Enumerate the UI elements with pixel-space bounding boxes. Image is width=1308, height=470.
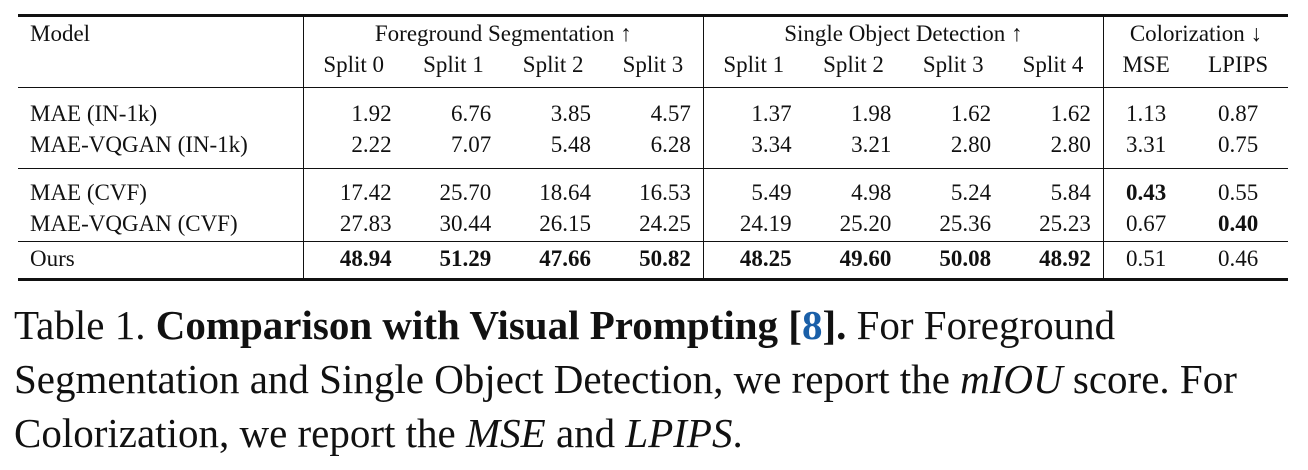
cell: 25.36 (939, 210, 992, 236)
cell: 3.21 (851, 131, 892, 157)
cell-best: 51.29 (439, 245, 492, 271)
cell-best: 50.82 (639, 245, 691, 271)
row-model: MAE (CVF) (30, 179, 147, 205)
cell: 25.70 (439, 179, 492, 205)
cell: 1.13 (1102, 87, 1189, 129)
header-row-subcolumns: Split 0 Split 1 Split 2 Split 3 Split 1 … (18, 49, 1288, 88)
cell: 27.83 (302, 208, 404, 242)
cell: 5.48 (550, 131, 592, 157)
cell: 1.92 (302, 87, 404, 129)
subheader-fg-split-0: Split 0 (302, 49, 404, 88)
cell: 24.19 (702, 208, 804, 242)
cell-best: 49.60 (839, 245, 892, 271)
cell: 0.46 (1218, 245, 1259, 271)
caption-metric-mse: MSE (466, 410, 546, 456)
cell-best: 48.94 (302, 241, 404, 280)
row-model: MAE-VQGAN (CVF) (30, 210, 238, 236)
table-group-ours: Ours 48.94 51.29 47.66 50.82 48.25 49.60… (18, 241, 1288, 280)
group-header-single-object-detection: Single Object Detection ↑ (702, 15, 1104, 49)
table-caption: Table 1. Comparison with Visual Promptin… (14, 298, 1299, 460)
model-header: Model (30, 21, 91, 46)
cell: 1.98 (851, 100, 892, 126)
cell: 6.28 (650, 131, 691, 157)
table-group-cvf: MAE (CVF) 17.42 25.70 18.64 16.53 5.49 4… (18, 168, 1288, 242)
caption-title-end: ]. (822, 302, 847, 348)
caption-text-2: score. For Colorization, we report the (14, 356, 1237, 456)
group-header-foreground-segmentation: Foreground Segmentation ↑ (302, 15, 704, 49)
caption-title-text: Comparison with Visual Prompting [ (155, 302, 802, 348)
cell: 2.80 (1050, 131, 1091, 157)
subheader-det-split-2: Split 2 (823, 52, 884, 77)
caption-metric-miou: mIOU (960, 356, 1063, 402)
subheader-det-split-3: Split 3 (922, 52, 984, 77)
cell: 0.55 (1218, 179, 1259, 205)
subheader-det-split-1: Split 1 (702, 49, 804, 88)
caption-text-1: For Foreground Segmentation and Single O… (14, 302, 1116, 402)
caption-text-3: and (555, 410, 616, 456)
cell: 3.31 (1102, 129, 1189, 169)
results-table: Model Foreground Segmentation ↑ Single O… (18, 14, 1288, 281)
subheader-mse: MSE (1102, 49, 1189, 88)
cell: 18.64 (539, 179, 592, 205)
cell: 5.24 (950, 179, 992, 205)
cell: 30.44 (439, 210, 492, 236)
model-subheader-blank (18, 49, 303, 88)
cell-best: 50.08 (939, 245, 992, 271)
row-model: Ours (30, 245, 75, 271)
table-row: MAE-VQGAN (IN-1k) 2.22 7.07 5.48 6.28 3.… (18, 129, 1288, 169)
subheader-fg-split-2: Split 2 (522, 52, 584, 77)
cell: 16.53 (639, 179, 691, 205)
cell: 0.75 (1218, 131, 1259, 157)
cell-best: 0.43 (1102, 168, 1189, 208)
cell: 25.23 (1039, 210, 1091, 236)
cell: 2.80 (950, 131, 992, 157)
cell: 2.22 (302, 129, 404, 169)
cell: 25.20 (839, 210, 892, 236)
cell: 24.25 (639, 210, 691, 236)
cell: 5.84 (1050, 179, 1091, 205)
cell: 7.07 (451, 131, 492, 157)
table-row: Ours 48.94 51.29 47.66 50.82 48.25 49.60… (18, 241, 1288, 280)
subheader-fg-split-1: Split 1 (423, 52, 484, 77)
citation-link[interactable]: 8 (801, 302, 823, 348)
cell-best: 0.40 (1218, 210, 1259, 236)
caption-prefix: Table 1. (14, 302, 146, 348)
caption-text-4: . (732, 410, 743, 456)
table-row: MAE-VQGAN (CVF) 27.83 30.44 26.15 24.25 … (18, 208, 1288, 242)
row-model: MAE (IN-1k) (30, 100, 158, 126)
cell: 0.87 (1218, 100, 1259, 126)
cell-best: 47.66 (539, 245, 592, 271)
cell: 0.67 (1102, 208, 1189, 242)
cell-best: 48.92 (1039, 245, 1091, 271)
subheader-det-split-4: Split 4 (1022, 52, 1084, 77)
cell: 4.57 (650, 100, 691, 126)
cell: 4.98 (851, 179, 892, 205)
header-row-groups: Model Foreground Segmentation ↑ Single O… (18, 15, 1288, 49)
cell: 17.42 (302, 168, 404, 208)
cell: 1.62 (1050, 100, 1091, 126)
cell: 1.37 (702, 87, 804, 129)
cell: 0.51 (1102, 241, 1189, 280)
subheader-fg-split-3: Split 3 (622, 52, 684, 77)
cell: 6.76 (451, 100, 492, 126)
table-row: MAE (IN-1k) 1.92 6.76 3.85 4.57 1.37 1.9… (18, 87, 1288, 129)
caption-metric-lpips: LPIPS (625, 410, 733, 456)
row-model: MAE-VQGAN (IN-1k) (30, 131, 248, 157)
cell: 1.62 (950, 100, 992, 126)
cell: 3.85 (550, 100, 592, 126)
subheader-lpips: LPIPS (1208, 52, 1269, 77)
caption-title: Comparison with Visual Prompting [8]. (156, 302, 847, 348)
cell: 26.15 (539, 210, 592, 236)
group-header-colorization: Colorization ↓ (1102, 15, 1288, 49)
cell: 3.34 (702, 129, 804, 169)
cell: 5.49 (702, 168, 804, 208)
table-row: MAE (CVF) 17.42 25.70 18.64 16.53 5.49 4… (18, 168, 1288, 208)
table-group-in1k: MAE (IN-1k) 1.92 6.76 3.85 4.57 1.37 1.9… (18, 87, 1288, 169)
cell-best: 48.25 (702, 241, 804, 280)
